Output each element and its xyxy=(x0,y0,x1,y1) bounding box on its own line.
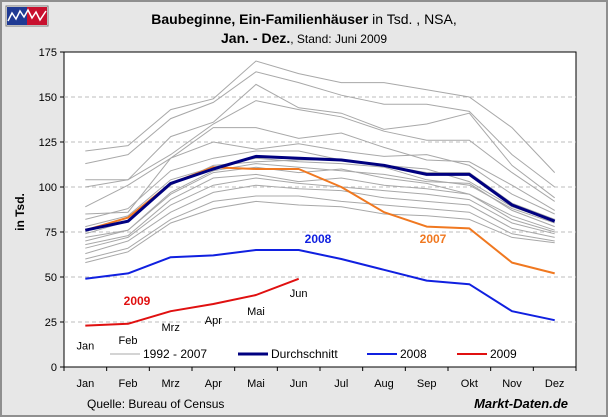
x-tick-label-jul: Jul xyxy=(334,378,348,390)
x-axis: Jan Feb Mrz Apr Mai Jun Jul Aug Sep Okt Nov Dez xyxy=(63,367,577,390)
chart-title: Baubeginne, Ein-Familienhäuser in Tsd. ,… xyxy=(151,11,457,27)
x-tick-label-apr: Apr xyxy=(205,378,222,390)
y-tick-label: 75 xyxy=(45,227,57,239)
chart-subtitle-normal: , Stand: Juni 2009 xyxy=(290,32,387,46)
x-tick-label-jun: Jun xyxy=(290,378,308,390)
history-series-line-11 xyxy=(85,166,555,242)
y-tick-label: 0 xyxy=(51,362,57,374)
history-series-line-3 xyxy=(85,83,556,199)
y-tick-label: 150 xyxy=(39,92,57,104)
legend-label-history: 1992 - 2007 xyxy=(143,347,207,361)
label-2009: 2009 xyxy=(124,294,151,308)
month-label-2009-feb: Feb xyxy=(119,335,138,347)
y-axis: 0 25 50 75 100 125 150 175 xyxy=(39,47,64,374)
x-tick-label-okt: Okt xyxy=(461,378,478,390)
chart-subtitle-bold: Jan. - Dez. xyxy=(221,30,290,46)
history-series-line-10 xyxy=(85,163,555,238)
main-series xyxy=(84,154,556,327)
x-tick-label-jan: Jan xyxy=(76,378,94,390)
history-series-line-6 xyxy=(85,141,555,215)
chart-title-normal: in Tsd. , NSA, xyxy=(368,11,456,27)
series-line-average xyxy=(84,154,556,232)
chart-subtitle: Jan. - Dez., Stand: Juni 2009 xyxy=(221,30,387,46)
x-tick-label-feb: Feb xyxy=(119,378,138,390)
history-series-line-16 xyxy=(85,200,555,264)
month-label-2009-apr: Apr xyxy=(205,315,222,327)
month-labels-2009: Jan Feb Mrz Apr Mai Jun xyxy=(76,288,307,353)
history-series-line-13 xyxy=(85,177,555,249)
history-series-line-4 xyxy=(85,100,555,202)
legend-label-average: Durchschnitt xyxy=(271,347,338,361)
plot-area xyxy=(63,51,577,368)
legend: 1992 - 2007 Durchschnitt 2008 2009 xyxy=(110,347,517,361)
label-2007: 2007 xyxy=(420,232,447,246)
x-tick-label-dez: Dez xyxy=(545,378,565,390)
x-tick-label-sep: Sep xyxy=(417,378,437,390)
history-series-line-1 xyxy=(85,60,556,173)
grid-lines xyxy=(64,96,576,323)
logo-icon xyxy=(5,5,49,27)
x-tick-label-nov: Nov xyxy=(502,378,522,390)
chart-title-bold: Baubeginne, Ein-Familienhäuser xyxy=(151,11,369,27)
history-series-line-5 xyxy=(85,127,555,211)
y-tick-label: 100 xyxy=(39,182,57,194)
y-axis-label: in Tsd. xyxy=(13,193,27,231)
history-series-line-12 xyxy=(85,173,555,246)
source-note: Quelle: Bureau of Census xyxy=(87,397,224,411)
label-2008: 2008 xyxy=(305,232,332,246)
y-tick-label: 25 xyxy=(45,317,57,329)
series-line-2008 xyxy=(85,249,555,322)
history-series-line-2 xyxy=(85,71,556,188)
x-tick-label-mrz: Mrz xyxy=(162,378,180,390)
month-label-2009-mai: Mai xyxy=(247,306,265,318)
y-tick-label: 125 xyxy=(39,137,57,149)
series-line-2009 xyxy=(85,277,300,327)
history-series-line-8 xyxy=(85,157,555,228)
y-tick-label: 50 xyxy=(45,272,57,284)
brand-logo-text: Markt-Daten.de xyxy=(474,396,568,411)
history-series-line-15 xyxy=(85,195,555,260)
history-series-line-14 xyxy=(85,184,555,255)
y-tick-label: 175 xyxy=(39,47,57,59)
legend-label-2009: 2009 xyxy=(490,347,517,361)
legend-label-2008: 2008 xyxy=(400,347,427,361)
month-label-2009-jun: Jun xyxy=(290,288,308,300)
x-tick-label-mai: Mai xyxy=(247,378,265,390)
month-label-2009-mrz: Mrz xyxy=(162,322,180,334)
x-tick-label-aug: Aug xyxy=(374,378,394,390)
month-label-2009-jan: Jan xyxy=(76,341,94,353)
